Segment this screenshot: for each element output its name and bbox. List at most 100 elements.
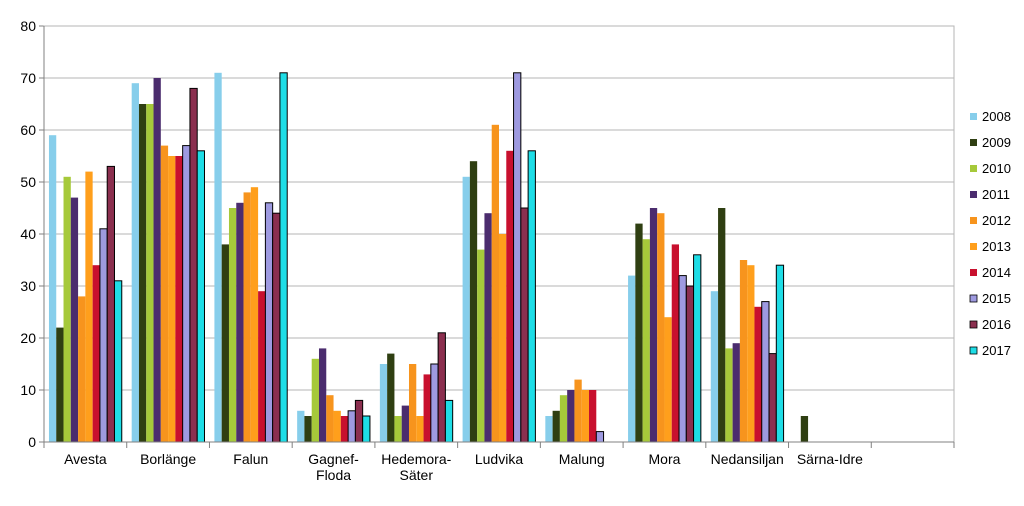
bar-2014-Borlänge — [175, 156, 183, 442]
legend-swatch-2015 — [969, 294, 978, 303]
bar-2012-Borlänge — [160, 145, 169, 442]
bar-2009-Borlänge — [138, 104, 147, 442]
bar-2008-Borlänge — [131, 83, 139, 442]
bar-2011-Borlänge — [153, 78, 161, 442]
bar-2009-Hedemora-Säter — [387, 353, 395, 442]
bar-2008-Avesta — [48, 135, 57, 442]
bar-2014-Hedemora-Säter — [423, 374, 431, 442]
bar-2008-Hedemora-Säter — [379, 364, 388, 442]
bar-2012-Ludvika — [491, 124, 499, 443]
x-tick-label: Ludvika — [475, 451, 523, 467]
bar-2016-Avesta — [106, 165, 115, 443]
legend-label-2008: 2008 — [982, 109, 1011, 124]
bars — [48, 72, 809, 443]
bar-2012-Falun — [243, 192, 251, 442]
y-axis-ticks: 0 10 20 30 40 50 60 70 80 — [20, 18, 44, 450]
bar-2008-Ludvika — [462, 176, 470, 443]
bar-2013-Falun — [250, 187, 259, 442]
bar-2011-Mora — [649, 208, 658, 442]
bar-2015-Malung — [595, 431, 605, 443]
bar-2017-Gagnef-Floda — [362, 415, 371, 443]
bar-2010-Gagnef-Floda — [311, 358, 319, 442]
bar-2011-Malung — [567, 390, 575, 442]
bar-2015-Ludvika — [513, 72, 522, 443]
x-tick-label: Nedansiljan — [711, 451, 784, 467]
legend-swatch-2014 — [970, 269, 977, 276]
bar-2009-Ludvika — [469, 161, 478, 442]
bar-2017-Avesta — [113, 280, 123, 443]
legend-swatch-2013 — [970, 243, 977, 250]
bar-2016-Falun — [272, 212, 281, 443]
bar-2014-Malung — [589, 390, 597, 442]
legend-label-2013: 2013 — [982, 239, 1011, 254]
y-tick-label: 60 — [20, 122, 36, 138]
y-tick-label: 0 — [28, 434, 36, 450]
x-tick-label: Borlänge — [140, 451, 196, 467]
x-tick-label: Falun — [233, 451, 268, 467]
bar-2013-Gagnef-Floda — [333, 410, 341, 442]
bar-2010-Falun — [228, 208, 237, 442]
bar-2011-Falun — [236, 202, 244, 442]
legend-label-2010: 2010 — [982, 161, 1011, 176]
bar-2016-Nedansiljan — [768, 353, 777, 443]
bar-2015-Borlänge — [182, 145, 191, 443]
bar-2015-Mora — [678, 275, 687, 443]
bar-2012-Avesta — [78, 296, 86, 442]
bar-2012-Mora — [657, 213, 665, 442]
bar-2017-Nedansiljan — [775, 264, 785, 443]
legend-label-2015: 2015 — [982, 291, 1011, 306]
legend-swatch-2008 — [970, 113, 977, 120]
bar-2011-Gagnef-Floda — [318, 348, 327, 442]
bar-2009-Avesta — [56, 327, 64, 442]
x-tick-label: Gagnef-Floda — [308, 451, 359, 483]
bar-2013-Malung — [581, 390, 590, 442]
legend: 2008 2009 2010 2011 2012 2013 2014 2015 2016 2017 — [969, 109, 1011, 358]
bar-2009-Särna-Idre — [800, 416, 809, 442]
bar-2013-Ludvika — [499, 234, 507, 442]
bar-2017-Borlänge — [196, 150, 205, 443]
legend-label-2017: 2017 — [982, 343, 1011, 358]
x-tick-label: Mora — [649, 451, 681, 467]
y-tick-label: 50 — [20, 174, 36, 190]
bar-2010-Malung — [559, 395, 568, 442]
bar-2009-Gagnef-Floda — [304, 416, 312, 442]
bar-2008-Mora — [628, 275, 636, 442]
bar-2014-Falun — [258, 291, 266, 442]
bar-2011-Avesta — [70, 197, 79, 442]
x-tick-label: Hedemora-Säter — [381, 451, 451, 483]
x-tick-label: Avesta — [64, 451, 107, 467]
y-tick-label: 10 — [20, 382, 36, 398]
bar-2008-Falun — [214, 72, 222, 443]
bar-2014-Gagnef-Floda — [340, 416, 349, 442]
y-tick-label: 40 — [20, 226, 36, 242]
bar-2015-Gagnef-Floda — [347, 410, 356, 443]
bar-2014-Nedansiljan — [754, 306, 762, 442]
bar-2015-Nedansiljan — [761, 301, 770, 443]
legend-swatch-2010 — [970, 165, 977, 172]
bar-2011-Ludvika — [484, 213, 492, 442]
bar-2009-Nedansiljan — [718, 208, 726, 442]
bar-2009-Malung — [552, 410, 560, 442]
bar-2010-Borlänge — [146, 104, 154, 442]
bar-2012-Gagnef-Floda — [326, 395, 334, 442]
bar-2016-Borlänge — [189, 87, 198, 443]
bar-2014-Ludvika — [506, 150, 514, 443]
x-tick-label: Malung — [559, 451, 605, 467]
bar-2013-Borlänge — [168, 156, 176, 442]
bar-2013-Hedemora-Säter — [416, 416, 424, 442]
bar-2010-Avesta — [63, 176, 71, 443]
bar-2016-Ludvika — [520, 207, 529, 443]
legend-swatch-2012 — [970, 217, 977, 224]
bar-2017-Mora — [693, 254, 702, 443]
legend-swatch-2009 — [970, 139, 977, 146]
y-tick-label: 30 — [20, 278, 36, 294]
y-tick-label: 70 — [20, 70, 36, 86]
bar-2009-Falun — [221, 244, 229, 442]
bar-2008-Malung — [545, 416, 553, 442]
bar-2008-Nedansiljan — [710, 291, 719, 442]
bar-2008-Gagnef-Floda — [297, 410, 305, 442]
bar-2015-Falun — [264, 202, 274, 443]
bar-2015-Hedemora-Säter — [430, 363, 439, 443]
x-tick-label: Särna-Idre — [797, 451, 863, 467]
